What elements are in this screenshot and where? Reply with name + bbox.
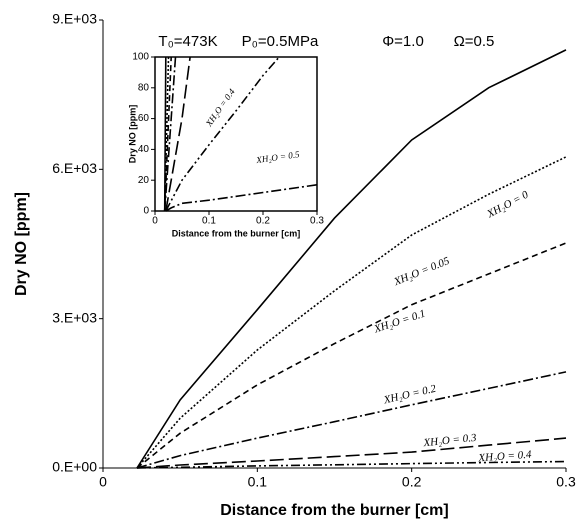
x-tick-label: 0.1 bbox=[248, 474, 268, 490]
series-line bbox=[136, 242, 567, 469]
y-tick-label: 9.E+03 bbox=[52, 11, 97, 27]
series-label: XH₂O = 0.3 bbox=[422, 432, 478, 450]
x-tick-label: 0.2 bbox=[256, 216, 270, 227]
y-tick-label: 60 bbox=[138, 113, 150, 124]
annotation: Ω=0.5 bbox=[454, 33, 495, 50]
series-line bbox=[165, 56, 280, 212]
inset-frame bbox=[154, 56, 318, 212]
annotation: P₀=0.5MPa bbox=[242, 33, 319, 50]
series-line bbox=[136, 49, 567, 469]
series-label: XH₂O = 0.05 bbox=[391, 255, 451, 289]
series-label: XH₂O = 0.4 bbox=[477, 449, 532, 465]
series-label: XH₂O = 0 bbox=[484, 189, 531, 221]
y-tick-label: 0 bbox=[143, 206, 149, 217]
x-tick-label: 0.3 bbox=[556, 474, 576, 490]
x-tick-label: 0 bbox=[99, 474, 107, 490]
x-tick-label: 0.2 bbox=[402, 474, 422, 490]
y-tick-label: 3.E+03 bbox=[52, 309, 97, 325]
y-axis-label: Dry NO [ppm] bbox=[13, 192, 30, 296]
series-line bbox=[136, 156, 567, 469]
y-tick-label: 100 bbox=[132, 52, 149, 63]
y-tick-label: 20 bbox=[138, 175, 150, 186]
y-tick-label: 40 bbox=[138, 144, 150, 155]
annotation: T₀=473K bbox=[158, 33, 217, 50]
x-tick-label: 0.3 bbox=[310, 216, 324, 227]
y-axis-label: Dry NO [ppm] bbox=[127, 105, 137, 164]
series-label: XH₂O = 0.1 bbox=[372, 308, 427, 336]
x-tick-label: 0.1 bbox=[202, 216, 216, 227]
x-axis-label: Distance from the burner [cm] bbox=[220, 502, 448, 519]
series-line bbox=[136, 371, 567, 469]
series-line bbox=[165, 184, 318, 212]
series-label: XH₂O = 0.2 bbox=[382, 383, 438, 407]
y-tick-label: 0.E+00 bbox=[52, 459, 97, 475]
x-axis-label: Distance from the burner [cm] bbox=[172, 228, 301, 238]
y-tick-label: 80 bbox=[138, 82, 150, 93]
series-line bbox=[163, 56, 177, 212]
annotation: Φ=1.0 bbox=[382, 33, 424, 50]
series-line bbox=[165, 56, 191, 212]
x-tick-label: 0 bbox=[152, 216, 158, 227]
y-tick-label: 6.E+03 bbox=[52, 160, 97, 176]
series-line bbox=[136, 437, 567, 469]
